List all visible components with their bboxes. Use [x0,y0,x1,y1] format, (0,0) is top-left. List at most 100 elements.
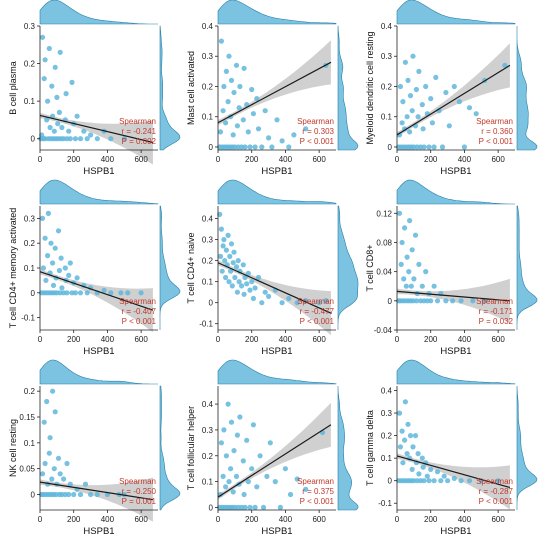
data-point [249,86,255,93]
data-point [223,247,229,253]
data-point [399,120,405,126]
y-density-curve [516,26,538,151]
data-point [239,283,245,289]
data-point [443,298,449,304]
regression-line [217,262,332,314]
data-point [286,295,292,302]
spearman-annotation: P < 0.001 [300,317,335,326]
data-point [420,126,426,132]
data-point [423,269,429,275]
data-point [398,261,404,267]
data-point [412,433,419,439]
data-point [404,451,410,457]
data-point [403,283,409,289]
y-tick-label: 0.2 [24,60,36,69]
scatter-panel: 0 0.1 0.2 0.3 0.4 0 200 400 600 HSPB1 Mast cell ac… [186,0,359,177]
data-point [41,419,47,425]
spearman-annotation: P < 0.001 [479,137,514,146]
data-point [461,144,467,150]
data-point [421,478,427,484]
data-point [405,77,411,83]
data-point [426,478,432,484]
data-point [222,258,228,264]
data-point [451,475,457,481]
y-tick-label: 0.3 [202,236,214,245]
data-point [245,479,251,485]
data-point [259,300,265,306]
data-point [272,479,278,485]
spearman-annotation: Spearman [476,477,513,486]
x-tick-label: 0 [395,515,400,524]
data-point [55,228,62,234]
data-point [232,274,238,281]
spearman-annotation: P < 0.001 [122,317,157,326]
data-point [82,481,89,487]
y-axis-label: Myeloid dendritic cell resting [365,31,375,144]
data-point [291,132,297,138]
data-point [235,258,241,264]
data-point [234,432,240,438]
y-tick-label: 0.3 [381,409,393,418]
data-point [67,136,73,142]
data-point [434,469,441,475]
data-point [267,440,273,446]
data-point [50,282,57,288]
data-point [64,290,70,296]
y-tick-label: 0.2 [381,432,393,441]
x-tick-label: 200 [245,515,259,524]
data-point [233,264,240,270]
y-tick-label: 0.1 [24,439,36,448]
data-point [44,398,50,405]
data-point [443,89,449,96]
data-point [466,105,473,111]
data-point [240,262,246,268]
y-tick-label: -0.1 [378,499,392,508]
spearman-annotation: r = -0.241 [122,127,157,136]
data-point [433,74,439,80]
data-point [221,427,227,433]
data-point [404,114,410,120]
y-tick-label: 0 [209,503,214,512]
data-point [42,235,48,241]
y-tick-label: 0 [388,297,393,306]
data-point [255,126,262,132]
data-point [39,34,46,40]
y-tick-label: 0.4 [202,215,214,224]
data-point [56,267,63,274]
y-axis-label: T cell CD4+ naive [186,232,196,303]
x-tick-label: 0 [395,335,400,344]
x-axis-label: HSPB1 [83,346,114,357]
confidence-band [40,112,153,165]
data-point [257,453,263,459]
x-tick-label: 600 [134,335,148,344]
data-point [254,96,260,102]
data-point [423,83,429,90]
y-tick-label: 0 [209,299,214,308]
data-point [396,410,403,416]
data-point [54,94,60,100]
y-tick-label: 0.2 [24,239,36,248]
data-point [249,466,255,472]
data-point [450,298,456,304]
data-point [221,237,227,243]
data-point [255,274,262,281]
confidence-band [40,477,153,522]
data-point [84,290,90,296]
data-point [400,99,406,105]
scatter-panel: -0.1 0 0.1 0.2 0.3 0 200 400 600 HSPB1 T cell CD4+… [8,179,181,357]
x-tick-label: 200 [67,335,81,344]
data-point [502,62,508,68]
data-point [495,478,501,484]
data-point [217,129,224,135]
data-point [274,117,280,123]
data-point [138,290,144,296]
x-tick-label: 400 [101,335,115,344]
data-point [431,144,437,150]
regression-line [39,271,154,311]
y-tick-label: 0.1 [24,264,36,273]
data-point [247,144,253,150]
data-point [279,138,285,144]
data-point [230,260,236,266]
x-tick-label: 400 [279,155,293,164]
